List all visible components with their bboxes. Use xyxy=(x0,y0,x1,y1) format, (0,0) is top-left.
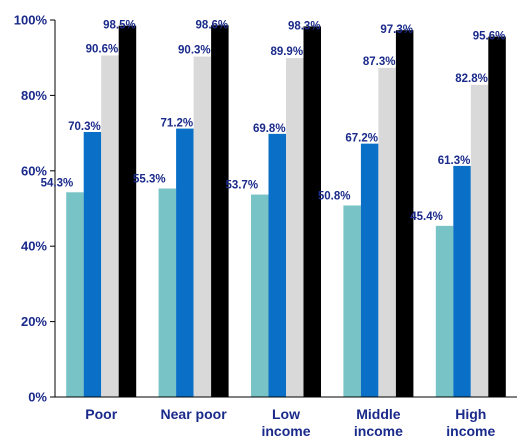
data-label: 67.2% xyxy=(345,133,378,145)
x-category-label: Near poor xyxy=(161,406,228,422)
x-category-label: Poor xyxy=(85,406,117,422)
data-label: 98.6% xyxy=(196,19,229,31)
bar xyxy=(268,133,286,397)
data-label: 71.2% xyxy=(161,118,194,130)
data-label: 90.3% xyxy=(178,45,211,57)
y-axis: 0% 20% 40% 60% 80% 100% xyxy=(14,13,56,405)
bar xyxy=(360,143,379,397)
data-label: 98.5% xyxy=(103,20,136,32)
bar xyxy=(343,205,361,397)
bar xyxy=(470,84,489,398)
y-tick-label: 0% xyxy=(28,390,47,405)
bar xyxy=(488,36,506,397)
y-tick-label: 60% xyxy=(21,163,47,178)
data-label: 55.3% xyxy=(133,174,166,186)
y-tick-label: 100% xyxy=(14,13,48,28)
x-category-label: High xyxy=(455,406,486,422)
bar xyxy=(303,26,321,398)
data-label: 82.8% xyxy=(455,73,488,85)
y-tick-label: 40% xyxy=(21,239,47,254)
data-label: 98.3% xyxy=(288,20,321,32)
x-category-label: income xyxy=(261,423,310,439)
bar xyxy=(251,194,269,397)
bar xyxy=(158,188,177,397)
x-category-label: income xyxy=(354,423,403,439)
bar xyxy=(395,30,414,397)
data-label: 54.3% xyxy=(41,177,74,189)
bars xyxy=(66,25,506,398)
bar xyxy=(118,25,137,398)
data-labels: 54.3% 70.3% 90.6% 98.5% 55.3% 71.2% 90.3% 98.6%… xyxy=(41,19,506,223)
x-category-label: income xyxy=(446,423,495,439)
data-label: 53.7% xyxy=(225,180,258,192)
bar xyxy=(83,131,102,397)
data-label: 69.8% xyxy=(253,123,286,135)
bar xyxy=(453,165,471,397)
data-label: 97.3% xyxy=(380,24,413,36)
y-tick-label: 20% xyxy=(21,314,47,329)
data-label: 87.3% xyxy=(363,56,396,68)
data-label: 90.6% xyxy=(86,43,119,55)
data-label: 61.3% xyxy=(438,155,471,167)
bar xyxy=(286,58,304,398)
bar xyxy=(66,192,84,397)
x-category-label: Middle xyxy=(356,406,401,422)
x-axis: Poor Near poor LowincomeMiddleincomeHighin… xyxy=(55,396,517,439)
x-category-label: Low xyxy=(272,406,300,422)
bar xyxy=(193,56,212,397)
data-label: 50.8% xyxy=(318,190,351,202)
y-tick-label: 80% xyxy=(21,88,47,103)
data-label: 70.3% xyxy=(68,121,101,133)
bar xyxy=(435,225,454,397)
data-label: 89.9% xyxy=(270,46,303,58)
bar xyxy=(176,128,194,398)
bar xyxy=(378,67,396,397)
data-label: 95.6% xyxy=(473,31,506,43)
data-label: 45.4% xyxy=(410,211,443,223)
bar xyxy=(211,25,229,397)
bar xyxy=(101,55,119,398)
